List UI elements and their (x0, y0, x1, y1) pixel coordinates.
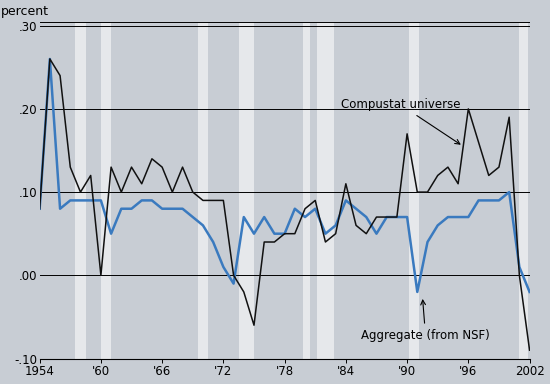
Text: Aggregate (from NSF): Aggregate (from NSF) (361, 300, 490, 342)
Text: percent: percent (1, 5, 48, 18)
Bar (409, 22, 419, 359)
Text: Compustat universe: Compustat universe (341, 98, 460, 144)
Bar (317, 22, 334, 359)
Bar (75, 22, 86, 359)
Bar (303, 22, 310, 359)
Bar (101, 22, 111, 359)
Bar (239, 22, 254, 359)
Bar (519, 22, 527, 359)
Bar (198, 22, 208, 359)
